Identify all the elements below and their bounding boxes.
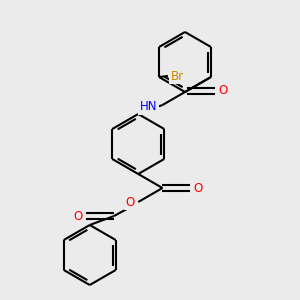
Text: O: O bbox=[74, 209, 82, 223]
Text: HN: HN bbox=[140, 100, 157, 113]
Text: O: O bbox=[194, 182, 203, 194]
Text: O: O bbox=[218, 85, 227, 98]
Text: O: O bbox=[126, 196, 135, 208]
Text: Br: Br bbox=[170, 70, 184, 83]
